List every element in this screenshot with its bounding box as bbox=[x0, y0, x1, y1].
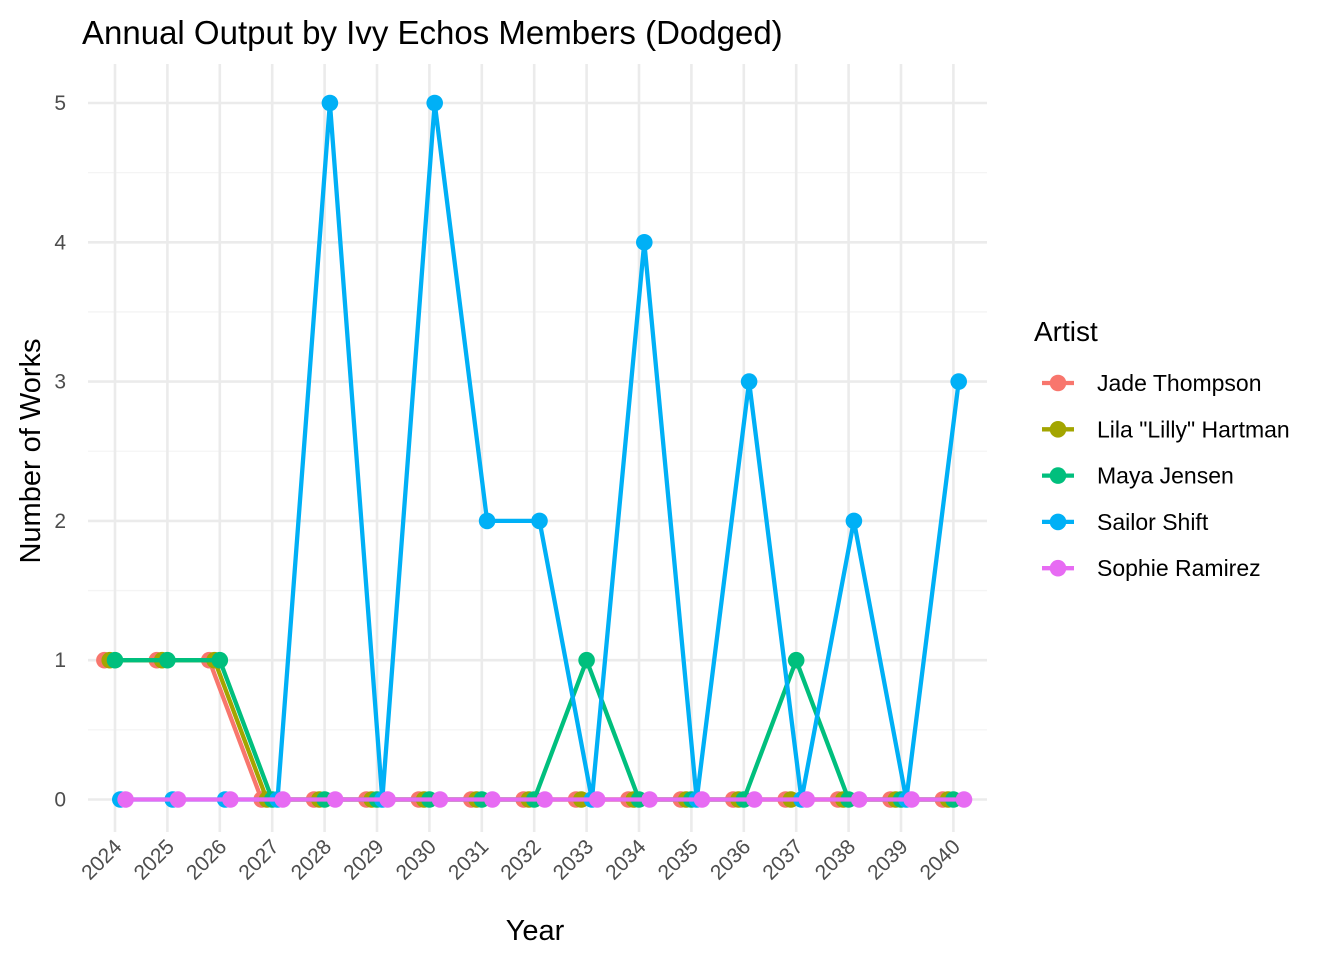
data-point bbox=[845, 512, 863, 530]
data-point bbox=[636, 234, 653, 251]
data-point bbox=[478, 512, 496, 530]
y-tick-label: 4 bbox=[54, 231, 66, 254]
x-tick-label: 2032 bbox=[496, 835, 545, 884]
legend-item: Sailor Shift bbox=[1042, 509, 1209, 535]
legend-title: Artist bbox=[1034, 316, 1098, 347]
x-tick-label: 2027 bbox=[234, 835, 283, 884]
data-point bbox=[426, 94, 444, 112]
x-tick-label: 2037 bbox=[758, 835, 807, 884]
data-point bbox=[379, 791, 396, 808]
y-tick-label: 2 bbox=[54, 510, 66, 533]
x-tick-label: 2028 bbox=[287, 835, 336, 884]
data-point bbox=[321, 94, 339, 112]
x-tick-label: 2033 bbox=[549, 835, 598, 884]
data-point bbox=[850, 791, 868, 808]
data-point bbox=[431, 791, 449, 808]
data-point bbox=[903, 791, 920, 808]
series-layer bbox=[96, 94, 973, 808]
data-point bbox=[746, 791, 763, 808]
data-point bbox=[117, 791, 134, 808]
legend: Artist Jade Thompson Lila "Lilly" Hartman… bbox=[1034, 316, 1290, 581]
y-tick-label: 5 bbox=[54, 92, 66, 115]
legend-label: Jade Thompson bbox=[1097, 370, 1262, 396]
legend-item: Maya Jensen bbox=[1042, 463, 1234, 489]
legend-label: Maya Jensen bbox=[1097, 463, 1234, 489]
data-point bbox=[484, 791, 501, 808]
data-point bbox=[531, 512, 548, 530]
data-point bbox=[222, 791, 239, 808]
series-4 bbox=[117, 791, 973, 808]
chart-title: Annual Output by Ivy Echos Members (Dodg… bbox=[82, 14, 783, 51]
legend-item: Lila "Lilly" Hartman bbox=[1042, 416, 1290, 442]
x-axis-ticks: 2024 2025 2026 2027 2028 2029 2030 2031 2032 2033… bbox=[77, 835, 965, 885]
data-point bbox=[740, 373, 758, 390]
x-tick-label: 2029 bbox=[339, 835, 388, 884]
data-point bbox=[159, 651, 176, 669]
data-point bbox=[798, 791, 816, 808]
legend-label: Sailor Shift bbox=[1097, 509, 1209, 535]
data-point bbox=[274, 791, 292, 808]
legend-key-point bbox=[1049, 421, 1067, 438]
data-point bbox=[641, 791, 658, 808]
legend-item: Jade Thompson bbox=[1042, 370, 1262, 396]
legend-item: Sophie Ramirez bbox=[1042, 555, 1261, 581]
x-tick-label: 2034 bbox=[601, 835, 651, 885]
x-tick-label: 2039 bbox=[863, 835, 912, 884]
data-point bbox=[588, 791, 606, 808]
x-tick-label: 2035 bbox=[654, 835, 703, 884]
data-point bbox=[536, 791, 554, 808]
data-point bbox=[955, 791, 973, 808]
data-point bbox=[787, 651, 805, 669]
x-tick-label: 2025 bbox=[130, 835, 179, 884]
data-point bbox=[693, 791, 711, 808]
x-tick-label: 2040 bbox=[916, 835, 965, 884]
x-tick-label: 2036 bbox=[706, 835, 755, 884]
data-point bbox=[211, 651, 229, 669]
legend-label: Lila "Lilly" Hartman bbox=[1097, 416, 1290, 442]
y-tick-label: 0 bbox=[54, 789, 66, 812]
x-tick-label: 2030 bbox=[392, 835, 441, 884]
y-axis-title: Number of Works bbox=[15, 338, 47, 563]
data-point bbox=[578, 651, 595, 669]
legend-key-point bbox=[1049, 513, 1067, 531]
y-tick-label: 3 bbox=[54, 371, 66, 394]
y-tick-label: 1 bbox=[54, 649, 66, 672]
data-point bbox=[106, 651, 124, 669]
x-axis-title: Year bbox=[506, 915, 565, 947]
x-tick-label: 2024 bbox=[77, 835, 127, 885]
legend-key-point bbox=[1049, 374, 1067, 392]
legend-label: Sophie Ramirez bbox=[1097, 555, 1261, 581]
data-point bbox=[169, 791, 187, 808]
data-point bbox=[950, 373, 967, 390]
y-axis-ticks: 0 1 2 3 4 5 bbox=[54, 92, 66, 812]
x-tick-label: 2026 bbox=[182, 835, 231, 884]
x-tick-label: 2038 bbox=[811, 835, 860, 884]
x-tick-label: 2031 bbox=[444, 835, 493, 884]
data-point bbox=[326, 791, 344, 808]
legend-key-point bbox=[1049, 467, 1067, 484]
legend-key-point bbox=[1049, 559, 1067, 577]
grid bbox=[88, 64, 987, 832]
